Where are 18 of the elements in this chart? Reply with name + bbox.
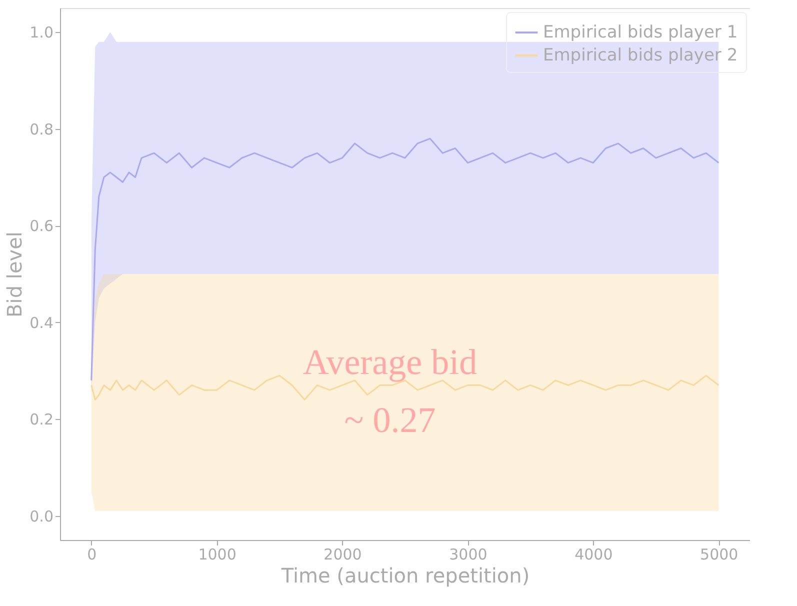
legend-label: Empirical bids player 2 bbox=[543, 46, 738, 66]
y-tick-label: 0.8 bbox=[30, 120, 54, 138]
legend-label: Empirical bids player 1 bbox=[543, 22, 738, 42]
line-series bbox=[90, 138, 720, 382]
annotation: Average bid ~ 0.27 bbox=[302, 342, 478, 440]
x-axis-title: Time (auction repetition) bbox=[280, 564, 530, 588]
y-tick-label: 0.4 bbox=[30, 314, 54, 332]
x-tick-label: 0 bbox=[87, 546, 97, 564]
y-tick-label: 0.6 bbox=[30, 217, 54, 236]
y-tick-label: 1.0 bbox=[30, 24, 54, 42]
x-tick-label: 1000 bbox=[198, 546, 236, 564]
y-axis-title: Bid level bbox=[2, 232, 27, 318]
y-tick-label: 0.0 bbox=[30, 507, 54, 526]
x-tick-label: 3000 bbox=[449, 546, 488, 564]
x-tick-label: 4000 bbox=[574, 546, 613, 564]
x-tick-label: 2000 bbox=[324, 546, 362, 564]
x-tick-label: 5000 bbox=[700, 546, 738, 564]
y-tick-label: 0.2 bbox=[30, 410, 54, 429]
